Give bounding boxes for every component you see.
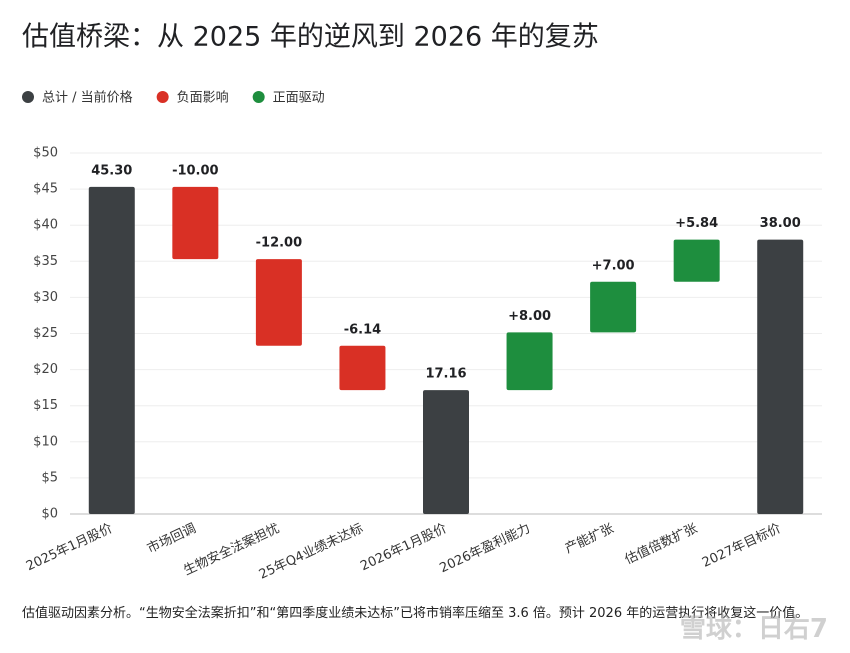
x-tick-label: 2026年1月股价	[358, 521, 449, 574]
value-label: 45.30	[91, 163, 132, 178]
x-tick-label: 2025年1月股价	[24, 521, 115, 574]
value-label: 17.16	[425, 367, 466, 382]
y-tick-label: $30	[33, 290, 58, 305]
legend-marker	[22, 91, 34, 103]
y-tick-label: $0	[41, 507, 58, 522]
y-tick-label: $40	[33, 218, 58, 233]
y-tick-label: $5	[41, 470, 58, 485]
value-label: 38.00	[760, 216, 801, 231]
x-tick-label: 市场回调	[145, 520, 199, 556]
value-label: -12.00	[256, 236, 303, 251]
legend-marker	[156, 91, 169, 103]
y-tick-label: $15	[33, 398, 58, 413]
y-tick-label: $25	[33, 326, 58, 341]
value-label: +7.00	[592, 258, 635, 273]
value-label: +8.00	[508, 309, 551, 324]
bar	[172, 186, 219, 260]
chart: 估值桥梁：从 2025 年的逆风到 2026 年的复苏 总计 / 当前价格 负面影…	[22, 22, 822, 583]
y-tick-label: $20	[33, 362, 58, 377]
y-tick-label: $45	[33, 182, 58, 197]
bar	[88, 186, 135, 514]
bar	[757, 239, 804, 514]
watermark: 雪球：日右7	[679, 614, 828, 644]
x-tick-label: 2026年盈利能力	[437, 521, 532, 576]
y-tick-label: $10	[33, 434, 58, 449]
x-tick-label: 2027年目标价	[700, 521, 783, 571]
legend-marker	[252, 91, 265, 103]
bar	[255, 259, 302, 346]
legend-label: 总计 / 当前价格	[42, 90, 133, 106]
y-tick-label: $50	[33, 146, 58, 161]
bar	[423, 390, 469, 514]
value-label: -10.00	[172, 163, 219, 178]
value-label: -6.14	[344, 322, 381, 337]
bar	[506, 332, 553, 391]
legend-label: 正面驱动	[273, 91, 325, 106]
legend-label: 负面影响	[177, 90, 229, 106]
x-tick-label: 估值倍数扩张	[622, 520, 699, 567]
chart-title: 估值桥梁：从 2025 年的逆风到 2026 年的复苏	[22, 22, 599, 53]
bar	[339, 345, 386, 391]
bar	[673, 239, 720, 282]
y-tick-label: $35	[33, 254, 58, 269]
caption: 估值驱动因素分析。“生物安全法案折扣”和“第四季度业绩未达标”已将市销率压缩至 …	[22, 606, 809, 621]
x-tick-label: 产能扩张	[563, 521, 616, 557]
value-label: +5.84	[675, 216, 718, 231]
bar	[590, 281, 637, 333]
